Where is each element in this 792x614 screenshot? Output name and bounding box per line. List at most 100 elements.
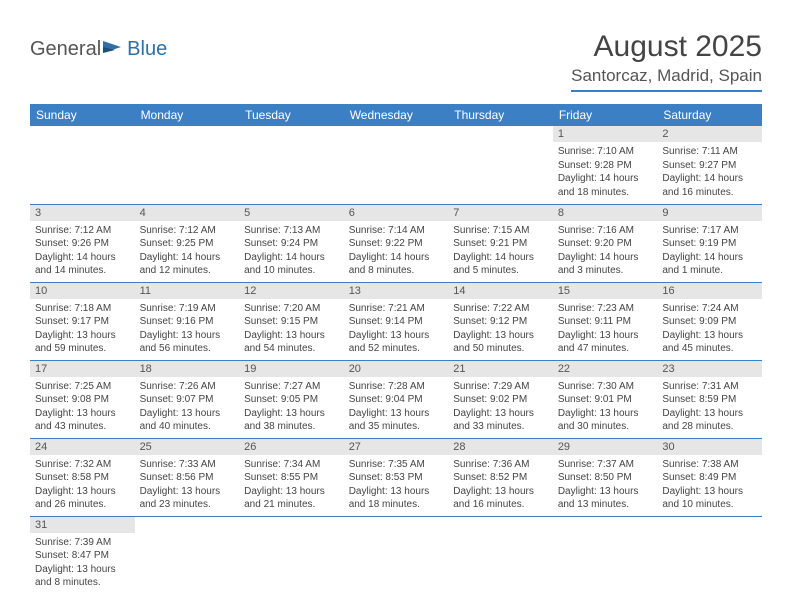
- sunset-text: Sunset: 9:17 PM: [35, 315, 130, 329]
- month-title: August 2025: [571, 30, 762, 64]
- day-content: Sunrise: 7:29 AMSunset: 9:02 PMDaylight:…: [448, 377, 553, 438]
- calendar-cell: [553, 516, 658, 594]
- sunrise-text: Sunrise: 7:19 AM: [140, 302, 235, 316]
- calendar-cell: 2Sunrise: 7:11 AMSunset: 9:27 PMDaylight…: [657, 126, 762, 204]
- daylight-text: Daylight: 13 hours and 50 minutes.: [453, 329, 548, 356]
- day-content: Sunrise: 7:24 AMSunset: 9:09 PMDaylight:…: [657, 299, 762, 360]
- sunset-text: Sunset: 9:25 PM: [140, 237, 235, 251]
- daylight-text: Daylight: 13 hours and 43 minutes.: [35, 407, 130, 434]
- sunrise-text: Sunrise: 7:18 AM: [35, 302, 130, 316]
- sunset-text: Sunset: 9:01 PM: [558, 393, 653, 407]
- day-content: Sunrise: 7:16 AMSunset: 9:20 PMDaylight:…: [553, 221, 658, 282]
- sunrise-text: Sunrise: 7:39 AM: [35, 536, 130, 550]
- calendar-cell: 12Sunrise: 7:20 AMSunset: 9:15 PMDayligh…: [239, 282, 344, 360]
- header: General Blue August 2025 Santorcaz, Madr…: [30, 30, 762, 92]
- sunset-text: Sunset: 8:59 PM: [662, 393, 757, 407]
- sunset-text: Sunset: 9:05 PM: [244, 393, 339, 407]
- calendar-cell: 30Sunrise: 7:38 AMSunset: 8:49 PMDayligh…: [657, 438, 762, 516]
- calendar-cell: [239, 126, 344, 204]
- day-content: Sunrise: 7:26 AMSunset: 9:07 PMDaylight:…: [135, 377, 240, 438]
- day-number: 4: [135, 205, 240, 221]
- day-number: 20: [344, 361, 449, 377]
- day-content: Sunrise: 7:25 AMSunset: 9:08 PMDaylight:…: [30, 377, 135, 438]
- title-block: August 2025 Santorcaz, Madrid, Spain: [571, 30, 762, 92]
- daylight-text: Daylight: 14 hours and 12 minutes.: [140, 251, 235, 278]
- day-number: 24: [30, 439, 135, 455]
- sunrise-text: Sunrise: 7:31 AM: [662, 380, 757, 394]
- sunrise-text: Sunrise: 7:34 AM: [244, 458, 339, 472]
- weekday-header: Friday: [553, 104, 658, 126]
- day-content: Sunrise: 7:15 AMSunset: 9:21 PMDaylight:…: [448, 221, 553, 282]
- daylight-text: Daylight: 14 hours and 14 minutes.: [35, 251, 130, 278]
- calendar-cell: [344, 516, 449, 594]
- sunrise-text: Sunrise: 7:29 AM: [453, 380, 548, 394]
- location: Santorcaz, Madrid, Spain: [571, 66, 762, 92]
- day-content: Sunrise: 7:11 AMSunset: 9:27 PMDaylight:…: [657, 142, 762, 203]
- day-content: Sunrise: 7:23 AMSunset: 9:11 PMDaylight:…: [553, 299, 658, 360]
- day-number: 18: [135, 361, 240, 377]
- sunrise-text: Sunrise: 7:25 AM: [35, 380, 130, 394]
- sunset-text: Sunset: 8:58 PM: [35, 471, 130, 485]
- day-number: 10: [30, 283, 135, 299]
- calendar-cell: 1Sunrise: 7:10 AMSunset: 9:28 PMDaylight…: [553, 126, 658, 204]
- sunset-text: Sunset: 8:56 PM: [140, 471, 235, 485]
- calendar-row: 31Sunrise: 7:39 AMSunset: 8:47 PMDayligh…: [30, 516, 762, 594]
- sunset-text: Sunset: 9:20 PM: [558, 237, 653, 251]
- daylight-text: Daylight: 13 hours and 28 minutes.: [662, 407, 757, 434]
- sunset-text: Sunset: 9:07 PM: [140, 393, 235, 407]
- day-content: Sunrise: 7:13 AMSunset: 9:24 PMDaylight:…: [239, 221, 344, 282]
- calendar-cell: 24Sunrise: 7:32 AMSunset: 8:58 PMDayligh…: [30, 438, 135, 516]
- sunrise-text: Sunrise: 7:10 AM: [558, 145, 653, 159]
- daylight-text: Daylight: 13 hours and 23 minutes.: [140, 485, 235, 512]
- calendar-cell: 6Sunrise: 7:14 AMSunset: 9:22 PMDaylight…: [344, 204, 449, 282]
- sunset-text: Sunset: 9:08 PM: [35, 393, 130, 407]
- calendar-table: SundayMondayTuesdayWednesdayThursdayFrid…: [30, 104, 762, 594]
- sunrise-text: Sunrise: 7:11 AM: [662, 145, 757, 159]
- logo-text-blue: Blue: [127, 38, 167, 61]
- sunset-text: Sunset: 9:26 PM: [35, 237, 130, 251]
- day-content: Sunrise: 7:33 AMSunset: 8:56 PMDaylight:…: [135, 455, 240, 516]
- day-content: Sunrise: 7:38 AMSunset: 8:49 PMDaylight:…: [657, 455, 762, 516]
- sunset-text: Sunset: 8:53 PM: [349, 471, 444, 485]
- sunset-text: Sunset: 9:21 PM: [453, 237, 548, 251]
- sunset-text: Sunset: 9:09 PM: [662, 315, 757, 329]
- day-content: Sunrise: 7:27 AMSunset: 9:05 PMDaylight:…: [239, 377, 344, 438]
- flag-icon: [103, 38, 125, 61]
- day-content: Sunrise: 7:34 AMSunset: 8:55 PMDaylight:…: [239, 455, 344, 516]
- sunset-text: Sunset: 9:11 PM: [558, 315, 653, 329]
- sunrise-text: Sunrise: 7:22 AM: [453, 302, 548, 316]
- calendar-cell: [657, 516, 762, 594]
- calendar-cell: 29Sunrise: 7:37 AMSunset: 8:50 PMDayligh…: [553, 438, 658, 516]
- calendar-cell: 5Sunrise: 7:13 AMSunset: 9:24 PMDaylight…: [239, 204, 344, 282]
- sunset-text: Sunset: 8:47 PM: [35, 549, 130, 563]
- weekday-header: Wednesday: [344, 104, 449, 126]
- sunrise-text: Sunrise: 7:24 AM: [662, 302, 757, 316]
- sunrise-text: Sunrise: 7:12 AM: [35, 224, 130, 238]
- sunset-text: Sunset: 8:52 PM: [453, 471, 548, 485]
- day-content: Sunrise: 7:21 AMSunset: 9:14 PMDaylight:…: [344, 299, 449, 360]
- day-number: 9: [657, 205, 762, 221]
- weekday-header: Tuesday: [239, 104, 344, 126]
- sunrise-text: Sunrise: 7:33 AM: [140, 458, 235, 472]
- daylight-text: Daylight: 14 hours and 8 minutes.: [349, 251, 444, 278]
- calendar-cell: 15Sunrise: 7:23 AMSunset: 9:11 PMDayligh…: [553, 282, 658, 360]
- calendar-row: 24Sunrise: 7:32 AMSunset: 8:58 PMDayligh…: [30, 438, 762, 516]
- day-number: 25: [135, 439, 240, 455]
- day-content: Sunrise: 7:14 AMSunset: 9:22 PMDaylight:…: [344, 221, 449, 282]
- calendar-cell: 19Sunrise: 7:27 AMSunset: 9:05 PMDayligh…: [239, 360, 344, 438]
- calendar-cell: 26Sunrise: 7:34 AMSunset: 8:55 PMDayligh…: [239, 438, 344, 516]
- day-number: 26: [239, 439, 344, 455]
- sunrise-text: Sunrise: 7:35 AM: [349, 458, 444, 472]
- weekday-header: Sunday: [30, 104, 135, 126]
- sunrise-text: Sunrise: 7:12 AM: [140, 224, 235, 238]
- calendar-cell: 4 Sunrise: 7:12 AMSunset: 9:25 PMDaylight…: [135, 204, 240, 282]
- daylight-text: Daylight: 13 hours and 40 minutes.: [140, 407, 235, 434]
- day-number: 16: [657, 283, 762, 299]
- daylight-text: Daylight: 13 hours and 35 minutes.: [349, 407, 444, 434]
- day-number: 21: [448, 361, 553, 377]
- day-content: Sunrise: 7:31 AMSunset: 8:59 PMDaylight:…: [657, 377, 762, 438]
- calendar-cell: 21Sunrise: 7:29 AMSunset: 9:02 PMDayligh…: [448, 360, 553, 438]
- sunset-text: Sunset: 9:19 PM: [662, 237, 757, 251]
- calendar-cell: [448, 126, 553, 204]
- sunset-text: Sunset: 8:50 PM: [558, 471, 653, 485]
